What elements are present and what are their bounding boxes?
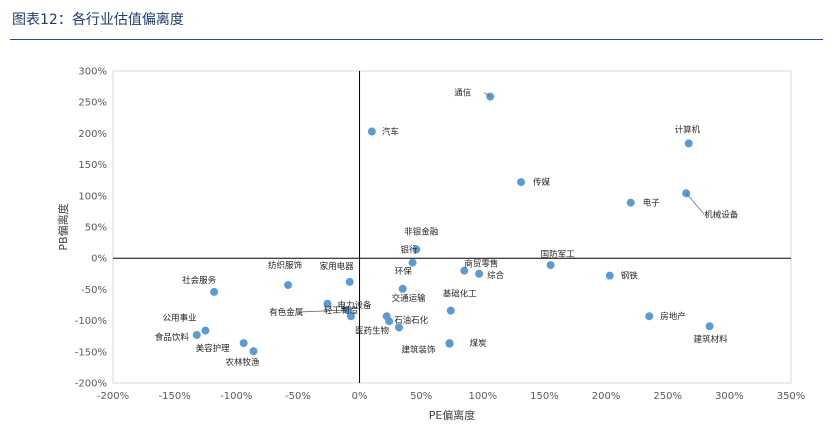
y-tick-label: 200% — [78, 129, 107, 140]
data-point — [323, 299, 332, 308]
y-axis-title: PB偏离度 — [56, 203, 70, 250]
data-point — [385, 317, 394, 326]
plot-frame — [112, 70, 792, 384]
y-tick-labels: -200% -150% -100% -50% 0% 50% 100% 150% 200% 250%… — [75, 67, 107, 390]
data-label: 家用电器 — [320, 261, 355, 272]
data-label: 综合 — [487, 270, 505, 281]
data-label: 食品饮料 — [155, 332, 190, 343]
data-label: 非银金融 — [404, 226, 439, 237]
data-label: 银行 — [401, 245, 419, 256]
y-tick-label: 300% — [78, 67, 107, 78]
y-tick-label: -200% — [75, 379, 107, 390]
data-label: 通信 — [454, 88, 472, 99]
data-label: 纺织服饰 — [268, 260, 303, 271]
data-point — [210, 287, 219, 296]
data-point — [475, 269, 484, 278]
data-points — [192, 92, 714, 356]
x-tick-label: -150% — [159, 391, 191, 402]
data-label: 有色金属 — [269, 307, 303, 318]
data-point — [249, 347, 258, 356]
data-point — [446, 306, 455, 315]
x-tick-label: 0% — [352, 391, 368, 402]
data-point — [201, 326, 210, 335]
data-label: 医药生物 — [355, 325, 390, 336]
y-tick-label: -150% — [75, 347, 107, 358]
data-label: 房地产 — [660, 311, 686, 322]
data-label-leader — [299, 309, 348, 313]
x-tick-label: 350% — [777, 391, 806, 402]
data-label: 石油石化 — [394, 315, 429, 326]
data-point — [460, 266, 469, 275]
x-tick-labels: -200% -150% -100% -50% 0% 50% 100% 150% 200% 250%… — [97, 391, 805, 402]
data-point — [346, 312, 355, 321]
x-tick-label: -100% — [220, 391, 252, 402]
data-label: 社会服务 — [182, 275, 217, 286]
data-label-leader — [685, 193, 705, 215]
data-label: 传媒 — [533, 177, 551, 188]
x-tick-label: 250% — [653, 391, 682, 402]
data-label: 农林牧渔 — [226, 357, 261, 368]
data-point — [605, 271, 614, 280]
data-label: 电力设备 — [337, 300, 372, 311]
data-point — [192, 330, 201, 339]
data-point — [284, 281, 293, 290]
x-tick-label: 200% — [592, 391, 621, 402]
data-label: 建筑材料 — [694, 334, 729, 345]
data-label: 基础化工 — [443, 289, 478, 300]
data-label: 钢铁 — [621, 271, 639, 282]
y-tick-label: -50% — [81, 285, 107, 296]
data-point — [546, 261, 555, 270]
data-point — [412, 245, 421, 254]
data-point — [345, 277, 354, 286]
y-tick-label: 150% — [78, 160, 107, 171]
data-point — [517, 178, 526, 187]
x-tick-label: 150% — [530, 391, 559, 402]
figure-title: 图表12：各行业估值偏离度 — [12, 12, 184, 28]
y-tick-label: 250% — [78, 98, 107, 109]
data-label: 公用事业 — [162, 313, 196, 324]
x-axis-title: PE偏离度 — [429, 408, 476, 422]
data-label: 交通运输 — [392, 293, 427, 304]
data-point — [645, 312, 654, 321]
y-tick-label: 100% — [78, 191, 107, 202]
data-point — [239, 339, 248, 348]
data-label: 煤炭 — [470, 338, 488, 349]
data-label: 汽车 — [382, 127, 399, 138]
data-label: 机械设备 — [704, 209, 739, 220]
data-label: 国防军工 — [541, 249, 576, 260]
data-point — [408, 258, 417, 267]
data-label: 轻工制造 — [324, 305, 359, 316]
data-label: 商贸零售 — [464, 259, 498, 270]
y-tick-label: 0% — [91, 254, 107, 265]
data-point — [445, 339, 454, 348]
y-tick-label: 50% — [85, 223, 107, 234]
x-tick-label: -50% — [285, 391, 311, 402]
data-point — [626, 198, 635, 207]
x-tick-label: 300% — [715, 391, 744, 402]
data-label: 建筑装饰 — [402, 345, 437, 356]
data-point — [398, 284, 407, 293]
data-label: 电子 — [643, 198, 661, 209]
x-tick-label: 100% — [469, 391, 498, 402]
x-tick-label: 50% — [410, 391, 432, 402]
data-label: 环保 — [395, 266, 413, 277]
data-point — [705, 322, 714, 331]
data-label: 计算机 — [675, 124, 701, 135]
data-point — [394, 323, 403, 332]
y-tick-label: -100% — [75, 316, 107, 327]
data-point — [367, 127, 376, 136]
data-point — [684, 139, 693, 148]
data-label: 美容护理 — [196, 343, 231, 354]
data-label-leader — [484, 92, 491, 97]
title-divider — [10, 39, 823, 40]
x-tick-label: -200% — [97, 391, 129, 402]
